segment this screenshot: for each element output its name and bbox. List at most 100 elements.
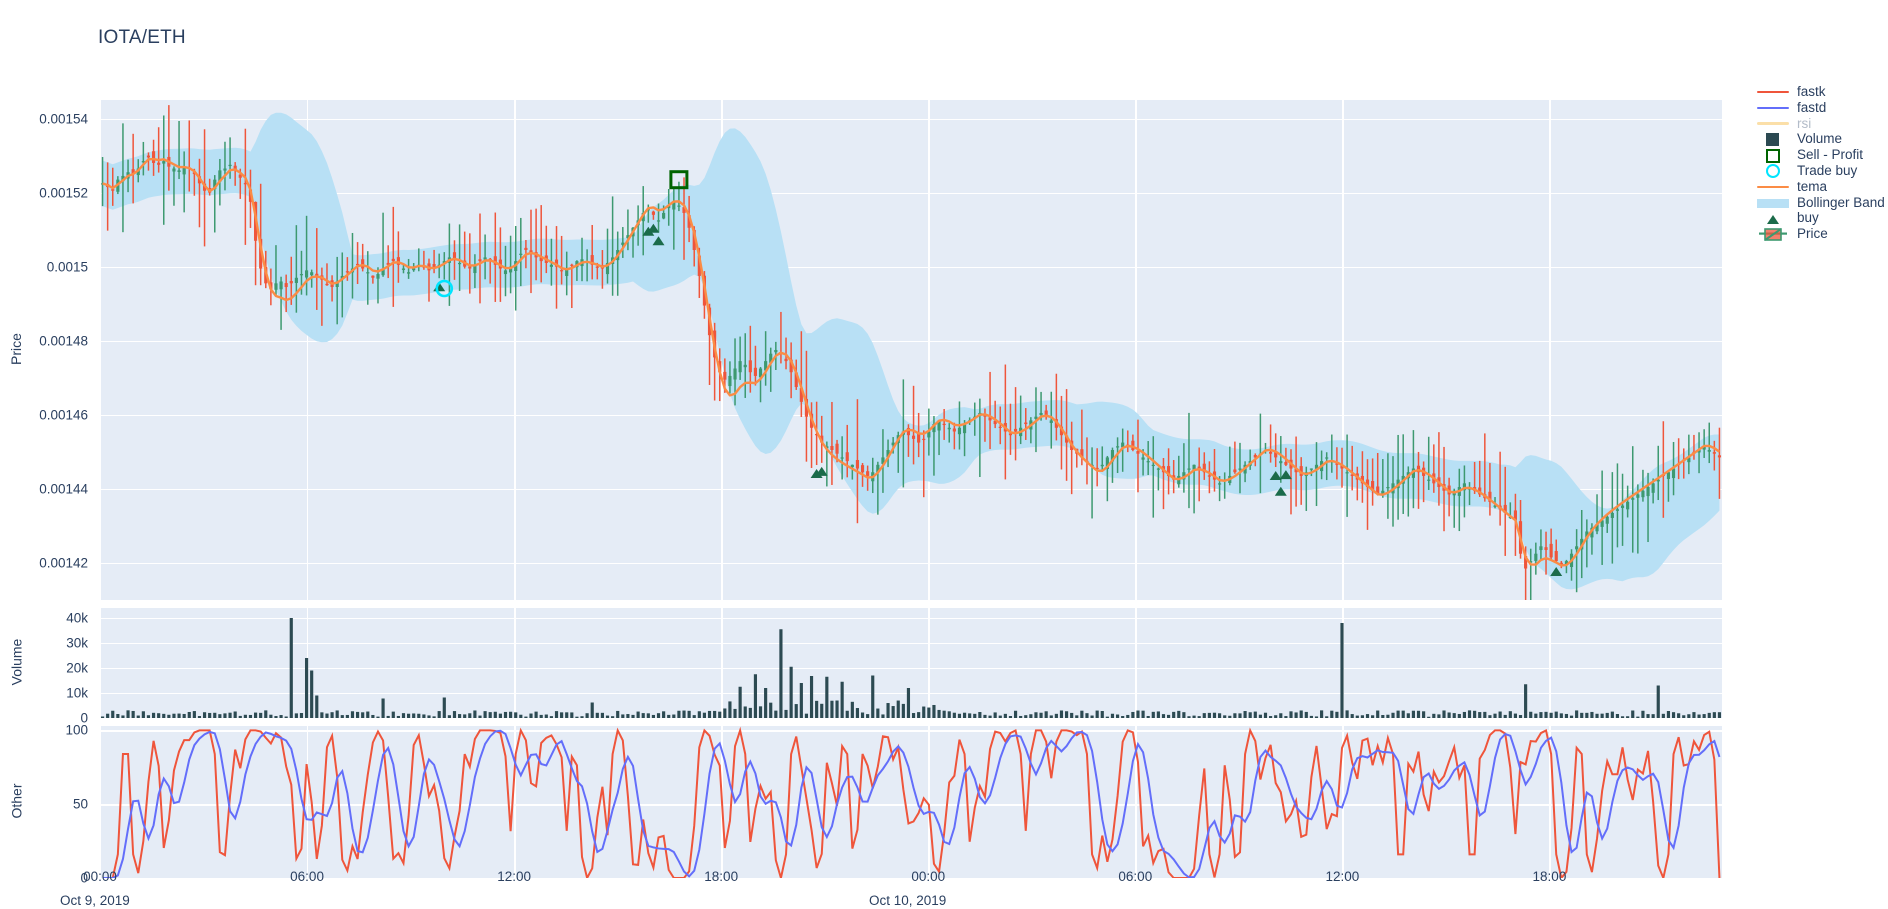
candle-body: [911, 435, 916, 439]
candle-body: [1299, 466, 1303, 476]
candle-body: [947, 427, 951, 430]
volume-bar: [1687, 714, 1691, 718]
volume-bar: [1406, 713, 1410, 718]
volume-bar: [1641, 710, 1645, 718]
volume-bar: [202, 712, 207, 718]
candle-wick: [428, 258, 430, 302]
candle-body: [1059, 426, 1064, 436]
volume-bar: [100, 716, 105, 718]
candle-body: [962, 424, 967, 434]
candle-body: [335, 281, 339, 287]
candle-body: [1636, 494, 1640, 498]
buy-marker-6[interactable]: [1269, 471, 1282, 480]
candle-wick: [484, 234, 486, 280]
candle-body: [667, 205, 671, 209]
candle-wick: [831, 401, 833, 485]
volume-bar: [1559, 713, 1563, 718]
buy-marker-9[interactable]: [1550, 567, 1563, 576]
volume-bar: [1243, 711, 1247, 718]
candle-wick: [1657, 445, 1659, 501]
candle-body: [391, 258, 395, 262]
candle-wick: [157, 127, 160, 173]
volume-bar: [1534, 713, 1538, 718]
legend-marker-band-icon: [1756, 195, 1790, 210]
candle-wick: [1239, 442, 1241, 494]
volume-bar: [1488, 715, 1492, 718]
legend-item-trade-buy[interactable]: Trade buy: [1756, 163, 1888, 179]
buy-marker-3[interactable]: [652, 236, 665, 246]
price-ytick-5: 0.00144: [39, 481, 88, 497]
candle-wick: [489, 257, 491, 284]
candle-wick: [1448, 477, 1450, 517]
buy-marker-8[interactable]: [1279, 470, 1292, 480]
sell-profit-marker[interactable]: [669, 170, 689, 190]
volume-bar: [1646, 714, 1650, 718]
candle-body: [131, 169, 135, 175]
candle-wick: [1356, 466, 1359, 501]
legend-item-sell-profit[interactable]: Sell - Profit: [1756, 147, 1888, 163]
volume-bar: [458, 714, 462, 718]
candle-body: [1707, 450, 1711, 452]
legend-item-price[interactable]: Price: [1756, 226, 1888, 242]
candle-wick: [1499, 451, 1501, 526]
buy-marker-2[interactable]: [647, 223, 660, 233]
volume-bar: [1416, 710, 1421, 718]
buy-marker-7[interactable]: [1274, 486, 1287, 496]
candle-wick: [356, 242, 359, 284]
fastd-line: [102, 729, 1721, 878]
buy-marker-1[interactable]: [642, 226, 655, 236]
volume-bar: [1335, 711, 1339, 718]
volume-bar: [1085, 713, 1089, 718]
volume-bar: [1524, 684, 1528, 718]
volume-bar: [1677, 713, 1681, 718]
x-tick-2: 12:00: [497, 869, 532, 884]
candle-wick: [1162, 458, 1165, 510]
volume-bar: [422, 714, 426, 718]
candle-body: [1335, 463, 1339, 465]
candle-body: [274, 283, 278, 290]
candle-body: [1610, 512, 1614, 518]
candle-wick: [877, 461, 879, 515]
volume-bar: [1177, 710, 1181, 718]
candle-wick: [616, 231, 619, 296]
legend-item-fastk[interactable]: fastk: [1756, 84, 1888, 100]
candle-wick: [290, 256, 293, 305]
candle-body: [1585, 531, 1589, 539]
volume-bar: [1442, 710, 1446, 718]
buy-marker-5[interactable]: [815, 466, 828, 476]
legend-item-volume[interactable]: Volume: [1756, 131, 1888, 147]
candle-wick: [1453, 488, 1455, 528]
legend-item-buy[interactable]: buy: [1756, 210, 1888, 226]
legend-item-fastd[interactable]: fastd: [1756, 100, 1888, 116]
candle-wick: [214, 175, 216, 233]
volume-bar: [391, 711, 395, 718]
gridline-h: [100, 804, 1722, 806]
candle-wick: [1376, 452, 1379, 496]
volume-bar: [815, 700, 819, 718]
legend-item-rsi[interactable]: rsi: [1756, 116, 1888, 132]
legend-item-tema[interactable]: tema: [1756, 179, 1888, 195]
candle-wick: [713, 322, 716, 401]
volume-bar: [1575, 710, 1579, 718]
volume-bar: [1549, 712, 1553, 718]
volume-bar: [294, 713, 298, 718]
volume-bar: [753, 674, 758, 718]
volume-bar: [1115, 714, 1120, 718]
volume-bar: [1080, 710, 1084, 718]
volume-bar: [1309, 715, 1313, 718]
volume-bar: [901, 703, 905, 718]
candle-body: [1274, 451, 1278, 458]
candle-body: [396, 257, 400, 265]
legend-item-bollinger-band[interactable]: Bollinger Band: [1756, 195, 1888, 211]
volume-bar: [192, 711, 196, 718]
candle-body: [866, 471, 870, 476]
trade-buy-marker[interactable]: [435, 279, 454, 298]
gridline-h: [100, 488, 1722, 491]
volume-bar: [641, 713, 645, 718]
volume-bar: [687, 710, 691, 718]
candle-body: [1284, 461, 1288, 465]
candle-wick: [662, 205, 665, 220]
x-tick-5: 06:00: [1118, 869, 1153, 884]
candle-wick: [147, 152, 150, 171]
volume-bar: [126, 710, 130, 718]
